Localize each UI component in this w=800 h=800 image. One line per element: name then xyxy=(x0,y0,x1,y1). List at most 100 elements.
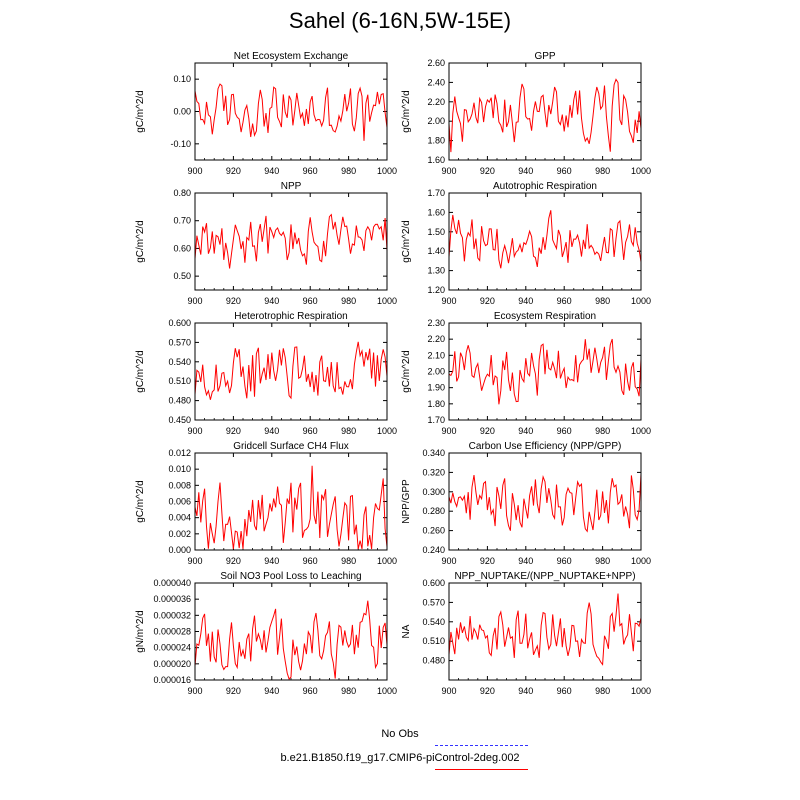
x-tick-label: 1000 xyxy=(631,556,651,566)
y-tick-label: 0.50 xyxy=(173,271,191,281)
y-tick-label: 0.570 xyxy=(168,337,191,347)
y-tick-label: 1.50 xyxy=(427,227,445,237)
x-tick-label: 980 xyxy=(341,556,356,566)
x-tick-label: 980 xyxy=(595,426,610,436)
x-tick-label: 900 xyxy=(187,556,202,566)
x-tick-label: 920 xyxy=(480,426,495,436)
plot-frame xyxy=(194,62,388,161)
plot-frame xyxy=(194,192,388,291)
panel-3: Autotrophic Respiration gC/m^2/d 900 920 940… xyxy=(401,181,651,306)
y-tick-label: 0.000016 xyxy=(153,675,191,685)
x-tick-label: 980 xyxy=(341,686,356,696)
plot-frame xyxy=(448,582,642,681)
y-tick-label: 0.600 xyxy=(422,578,445,588)
plot-frame xyxy=(194,582,388,681)
series-line xyxy=(448,593,642,666)
x-tick-label: 940 xyxy=(518,556,533,566)
y-tick-label: 0.004 xyxy=(168,513,191,523)
x-tick-label: 900 xyxy=(441,686,456,696)
panel-1: GPP gC/m^2/d 900 920 940 960 980 1000 1.60 1.80 2.… xyxy=(401,51,651,176)
y-tick-label: 2.00 xyxy=(427,367,445,377)
x-tick-label: 980 xyxy=(341,296,356,306)
series-line xyxy=(194,83,388,141)
x-tick-label: 900 xyxy=(441,296,456,306)
panel-title: GPP xyxy=(534,51,555,62)
y-tick-label: 0.80 xyxy=(173,188,191,198)
y-tick-label: 0.280 xyxy=(422,506,445,516)
y-tick-label: 0.260 xyxy=(422,526,445,536)
y-tick-label: 0.570 xyxy=(422,597,445,607)
y-tick-label: 0.006 xyxy=(168,497,191,507)
y-tick-label: 0.00 xyxy=(173,107,191,117)
y-axis-label: gC/m^2/d xyxy=(401,90,412,133)
y-tick-label: 0.000036 xyxy=(153,594,191,604)
x-tick-label: 920 xyxy=(226,166,241,176)
x-tick-label: 920 xyxy=(480,296,495,306)
x-tick-label: 1000 xyxy=(631,296,651,306)
plot-frame xyxy=(194,322,388,421)
x-tick-label: 1000 xyxy=(377,296,397,306)
y-tick-label: 0.000020 xyxy=(153,659,191,669)
y-tick-label: 0.240 xyxy=(422,545,445,555)
x-tick-label: 1000 xyxy=(631,166,651,176)
x-tick-label: 1000 xyxy=(631,426,651,436)
x-tick-label: 920 xyxy=(480,556,495,566)
y-tick-label: 2.10 xyxy=(427,350,445,360)
panel-title: Gridcell Surface CH4 Flux xyxy=(233,441,349,452)
panel-title: NPP_NUPTAKE/(NPP_NUPTAKE+NPP) xyxy=(454,571,635,582)
legend-case-label: b.e21.B1850.f19_g17.CMIP6-piControl-2deg… xyxy=(280,752,520,764)
x-tick-label: 920 xyxy=(226,296,241,306)
x-tick-label: 1000 xyxy=(631,686,651,696)
y-tick-label: 0.540 xyxy=(422,617,445,627)
series-line xyxy=(194,213,388,269)
panel-title: Autotrophic Respiration xyxy=(493,181,597,192)
y-tick-label: 2.00 xyxy=(427,116,445,126)
y-tick-label: 1.20 xyxy=(427,285,445,295)
y-tick-label: 1.80 xyxy=(427,136,445,146)
y-tick-label: 0.000 xyxy=(168,545,191,555)
series-line xyxy=(448,338,642,405)
y-tick-label: -0.10 xyxy=(170,139,191,149)
y-tick-label: 1.30 xyxy=(427,266,445,276)
x-tick-label: 960 xyxy=(303,296,318,306)
y-tick-label: 0.010 xyxy=(168,464,191,474)
x-tick-label: 960 xyxy=(303,426,318,436)
x-tick-label: 900 xyxy=(187,686,202,696)
panel-title: NPP xyxy=(281,181,302,192)
panel-4: Heterotrophic Respiration gC/m^2/d 900 920 9… xyxy=(135,311,397,436)
legend-obs-line xyxy=(435,745,528,746)
panel-7: Carbon Use Efficiency (NPP/GPP) NPP/GPP 90… xyxy=(401,441,651,566)
y-tick-label: 0.510 xyxy=(168,376,191,386)
series-line xyxy=(448,78,642,153)
y-tick-label: 1.60 xyxy=(427,155,445,165)
x-tick-label: 940 xyxy=(518,166,533,176)
x-tick-label: 900 xyxy=(441,166,456,176)
legend-obs-label: No Obs xyxy=(381,728,419,740)
plot-frame xyxy=(448,452,642,551)
x-tick-label: 960 xyxy=(557,556,572,566)
y-tick-label: 0.450 xyxy=(168,415,191,425)
x-tick-label: 960 xyxy=(303,166,318,176)
x-tick-label: 900 xyxy=(187,166,202,176)
y-tick-label: 1.70 xyxy=(427,415,445,425)
y-tick-label: 0.000032 xyxy=(153,610,191,620)
x-tick-label: 940 xyxy=(518,686,533,696)
y-tick-label: 0.300 xyxy=(422,487,445,497)
x-tick-label: 920 xyxy=(226,686,241,696)
y-tick-label: 0.320 xyxy=(422,467,445,477)
x-tick-label: 960 xyxy=(557,686,572,696)
y-axis-label: gC/m^2/d xyxy=(135,90,146,133)
y-tick-label: 1.90 xyxy=(427,383,445,393)
x-tick-label: 960 xyxy=(557,426,572,436)
x-tick-label: 980 xyxy=(595,166,610,176)
x-tick-label: 980 xyxy=(341,166,356,176)
panel-2: NPP gC/m^2/d 900 920 940 960 980 1000 0.50 0.60 0.… xyxy=(135,181,397,306)
x-tick-label: 900 xyxy=(441,426,456,436)
y-tick-label: 0.002 xyxy=(168,529,191,539)
y-axis-label: gC/m^2/d xyxy=(135,350,146,393)
x-tick-label: 940 xyxy=(264,166,279,176)
panel-title: Ecosystem Respiration xyxy=(494,311,596,322)
x-tick-label: 960 xyxy=(557,166,572,176)
y-axis-label: gC/m^2/d xyxy=(401,220,412,263)
